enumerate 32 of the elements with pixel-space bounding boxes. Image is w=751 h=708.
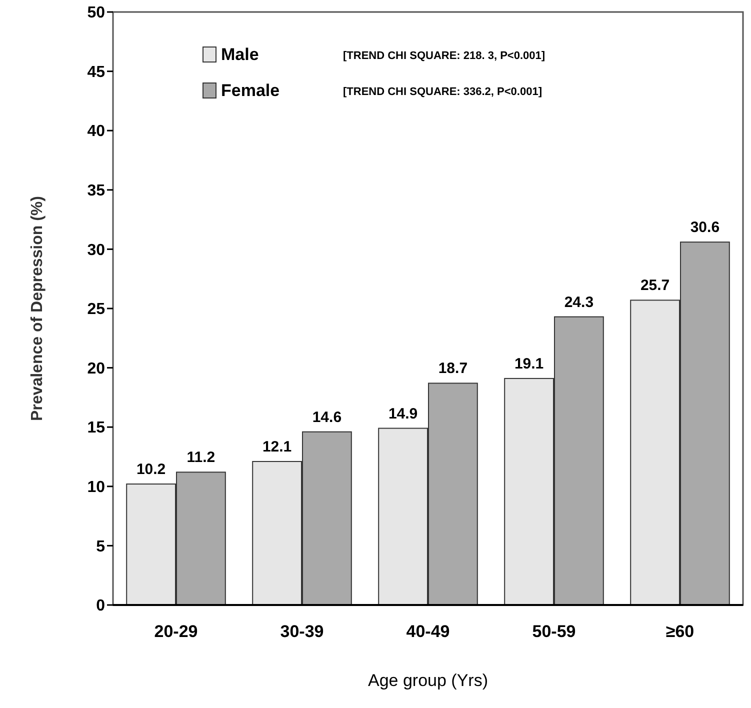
data-label: 19.1 [514,355,544,372]
y-tick-label: 20 [87,360,106,378]
x-tick-label: ≥60 [666,622,694,641]
y-tick-label: 15 [87,420,106,437]
y-tick-label: 50 [87,4,106,22]
data-label: 24.3 [564,294,594,311]
x-tick-label: 40-49 [406,622,450,641]
x-tick-label: 20-29 [154,622,198,641]
data-label: 18.7 [438,360,468,378]
data-label: 12.1 [262,438,292,456]
data-label: 11.2 [186,449,216,466]
x-axis-title: Age group (Yrs) [368,671,488,690]
data-label: 10.2 [136,461,166,478]
y-tick-label: 45 [87,64,106,81]
y-tick-label: 5 [96,538,106,556]
legend-label: Male [221,45,259,64]
x-tick-label: 30-39 [280,622,324,641]
y-tick-label: 10 [87,479,106,496]
y-axis-title: Prevalence of Depression (%) [29,196,46,421]
legend-label: Female [221,81,280,100]
data-label: 30.6 [690,219,720,236]
y-tick-label: 35 [87,182,106,200]
y-tick-label: 0 [96,598,106,615]
data-label: 14.9 [388,405,418,422]
y-tick-label: 30 [87,242,106,259]
y-tick-label: 40 [87,123,106,140]
data-label: 25.7 [640,277,670,294]
y-tick-label: 25 [87,301,106,318]
annotation: [TREND CHI SQUARE: 218. 3, P<0.001] [343,50,546,62]
data-label: 14.6 [312,408,342,426]
x-tick-label: 50-59 [532,622,576,641]
annotation: [TREND CHI SQUARE: 336.2, P<0.001] [343,86,542,98]
